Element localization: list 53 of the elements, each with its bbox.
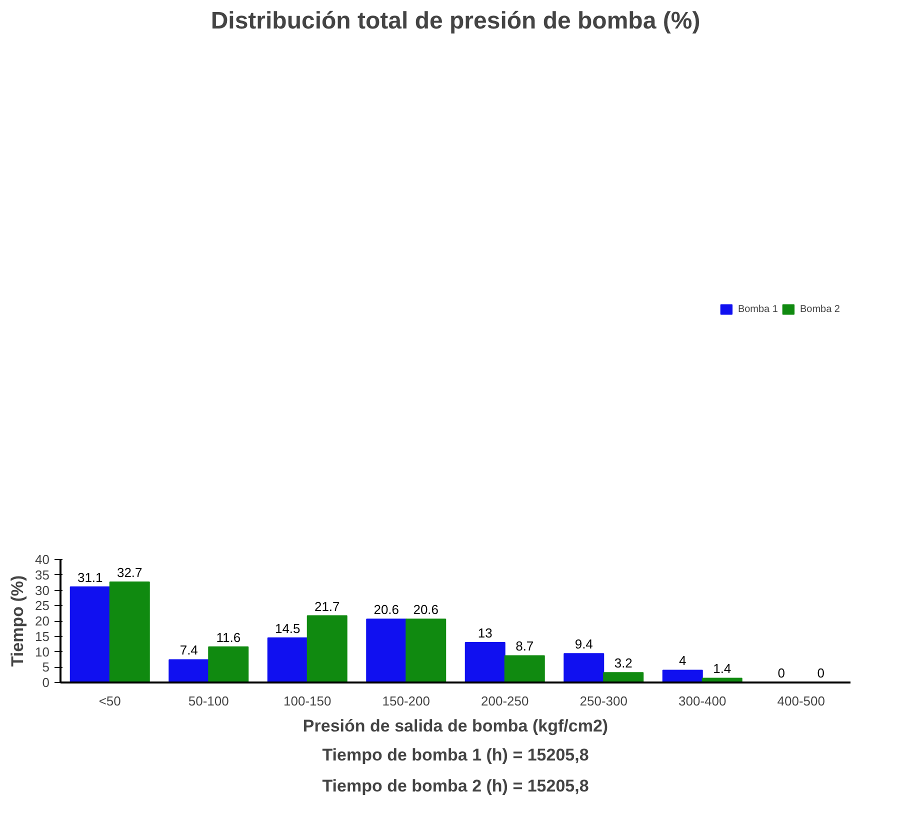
bar [366,618,407,682]
text: Tiempo de bomba 1 (h) = 15205,8 [322,746,589,764]
y-tick-label: 40 [35,552,50,567]
data-label: 14.5 [274,620,300,636]
legend-label: Bomba 2 [800,304,840,314]
bar [406,618,446,682]
data-label: 9.4 [574,636,593,652]
y-tick-label: 15 [35,628,50,644]
bar [109,581,150,682]
y-tick-label: 25 [35,598,50,614]
x-tick-label: 150-200 [382,694,430,708]
y-tick-label: 10 [35,644,50,660]
y-tick-label: 5 [42,660,50,675]
data-label: 7.4 [180,642,198,658]
data-label: 0 [817,666,824,680]
y-tick-label: 35 [35,567,50,582]
data-label: 4 [679,653,686,668]
bar [208,646,249,682]
data-label: 3.2 [614,656,632,671]
data-label: 1.4 [713,661,732,676]
data-label: 8.7 [516,638,534,654]
data-label: 11.6 [216,630,241,645]
x-tick-label: 50-100 [188,694,229,708]
data-label: 31.1 [77,570,103,585]
y-tick-label: 0 [42,675,50,690]
data-label: 0 [778,666,785,680]
bar [564,653,604,682]
data-label: 13 [478,626,492,641]
bar [504,655,545,682]
data-label: 21.7 [314,598,340,614]
x-tick-label: <50 [98,694,121,708]
x-tick-label: 250-300 [580,694,628,708]
bar [306,615,348,682]
y-axis-title: Tiempo (%) [8,575,28,667]
bar [168,659,210,682]
x-tick-label: 100-150 [284,694,332,708]
bar [267,637,308,682]
legend-label: Bomba 1 [738,304,778,314]
bar [70,586,110,682]
chart-title: Distribución total de presión de bomba (%) [210,8,700,34]
y-tick-label: 30 [35,582,50,598]
bar [603,672,644,682]
x-tick-label: 200-250 [481,694,529,708]
bar [464,642,506,682]
data-label: 20.6 [413,602,439,618]
text: Tiempo de bomba 2 (h) = 15205,8 [322,776,589,796]
bar [662,670,703,682]
data-label: 32.7 [116,564,142,580]
y-tick-label: 20 [35,614,50,628]
x-tick-label: 300-400 [678,694,726,708]
x-axis-title: Presión de salida de bomba (kgf/cm2) [302,716,608,736]
x-tick-label: 400-500 [777,694,825,708]
data-label: 20.6 [374,602,400,618]
